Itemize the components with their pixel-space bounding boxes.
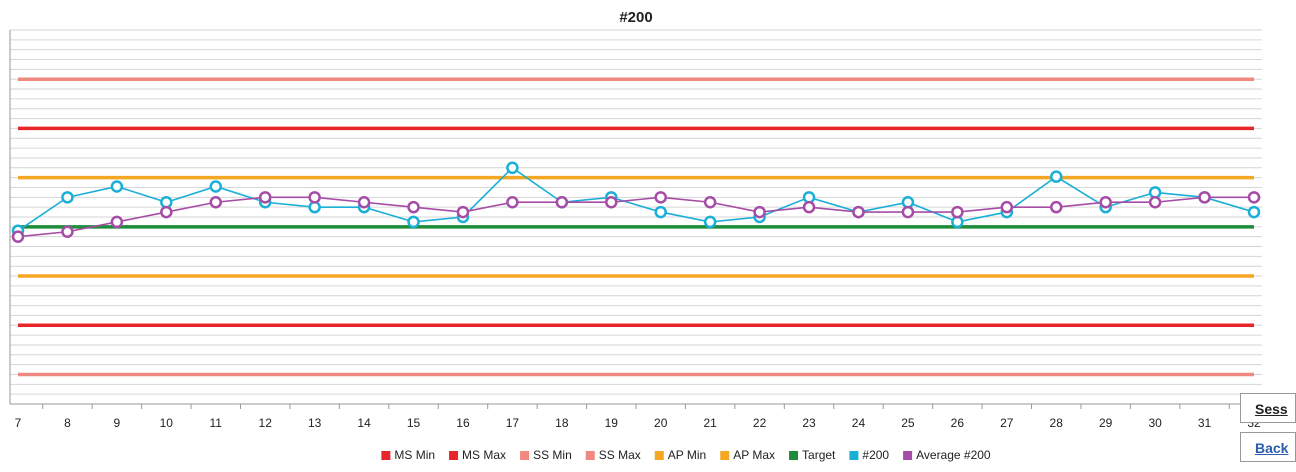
legend-swatch	[849, 451, 859, 460]
legend-swatch	[654, 451, 664, 460]
x-tick-label: 14	[357, 416, 371, 430]
legend-swatch	[720, 451, 730, 460]
legend-label: AP Min	[668, 448, 706, 462]
x-tick-label: 31	[1198, 416, 1212, 430]
point	[61, 225, 74, 239]
point	[110, 180, 124, 193]
x-tick-label: 24	[852, 416, 866, 430]
point	[160, 205, 173, 219]
x-tick-label: 21	[703, 416, 717, 430]
x-tick-label: 11	[210, 416, 223, 430]
series-line	[17, 196, 1254, 238]
x-tick-label: 27	[1000, 416, 1014, 430]
legend: MS Min MS Max SS Min SS Max AP Min AP Max Targ…	[381, 448, 991, 462]
point	[61, 191, 74, 204]
legend-label: AP Max	[733, 448, 775, 462]
x-tick-label: 9	[114, 416, 121, 430]
legend-swatch	[520, 451, 530, 460]
legend-label: MS Min	[394, 448, 435, 462]
point	[951, 205, 964, 219]
point	[1000, 200, 1014, 214]
x-tick-label: 23	[802, 416, 816, 430]
x-tick-label: 30	[1148, 416, 1162, 430]
point	[407, 200, 420, 214]
chart-title: #200	[619, 9, 652, 26]
x-tick-label: 10	[160, 416, 174, 430]
point	[308, 191, 321, 204]
x-tick-label: 8	[64, 416, 71, 430]
x-tick-label: 16	[456, 416, 470, 430]
x-tick-label: 17	[506, 416, 520, 430]
x-tick-label: 29	[1099, 416, 1113, 430]
point	[209, 195, 223, 209]
point	[11, 230, 25, 243]
point	[308, 200, 321, 214]
x-tick-label: 12	[259, 416, 273, 430]
x-tick-label: 22	[753, 416, 767, 430]
legend-label: SS Min	[533, 448, 572, 462]
point	[951, 215, 964, 229]
point	[1099, 195, 1112, 209]
legend-swatch	[903, 451, 913, 460]
x-tick-label: 26	[951, 416, 965, 430]
point	[110, 215, 124, 229]
legend-swatch	[449, 451, 459, 460]
back-button[interactable]: Back	[1240, 432, 1296, 462]
series-line	[17, 166, 1255, 232]
point	[703, 195, 717, 209]
point	[654, 191, 667, 204]
x-tick-label: 19	[605, 416, 619, 430]
point	[852, 205, 865, 219]
legend-label: Target	[802, 448, 836, 462]
point	[357, 195, 371, 209]
x-tick-label: 18	[555, 416, 569, 430]
point	[1049, 170, 1063, 183]
point	[456, 205, 470, 219]
x-tick-label: 25	[901, 416, 915, 430]
point	[1247, 205, 1261, 219]
point	[506, 195, 519, 209]
x-tick-label: 28	[1050, 416, 1064, 430]
legend-label: MS Max	[462, 448, 506, 462]
point	[901, 195, 915, 209]
point	[753, 205, 766, 219]
legend-label: Average #200	[916, 448, 991, 462]
point	[1049, 200, 1063, 214]
legend-swatch	[585, 451, 595, 460]
point	[1148, 186, 1162, 199]
point	[605, 195, 618, 209]
legend-swatch	[789, 451, 799, 460]
point	[901, 205, 915, 219]
x-tick-label: 15	[407, 416, 421, 430]
x-tick-label: 20	[654, 416, 668, 430]
point	[160, 195, 173, 209]
point	[802, 200, 816, 214]
point	[1198, 191, 1211, 204]
x-tick-label: 13	[308, 416, 322, 430]
legend-swatch	[381, 451, 391, 460]
legend-label: #200	[862, 448, 889, 462]
x-tick-label: 7	[15, 416, 22, 430]
point	[654, 205, 667, 219]
point	[802, 191, 816, 204]
point	[407, 215, 420, 229]
point	[506, 161, 519, 175]
legend-label: SS Max	[599, 448, 641, 462]
point	[258, 191, 272, 204]
point	[703, 215, 717, 229]
point	[1247, 191, 1261, 204]
point	[1148, 195, 1162, 209]
session-button[interactable]: Sess	[1240, 393, 1296, 423]
point	[555, 195, 569, 209]
point	[209, 180, 223, 193]
